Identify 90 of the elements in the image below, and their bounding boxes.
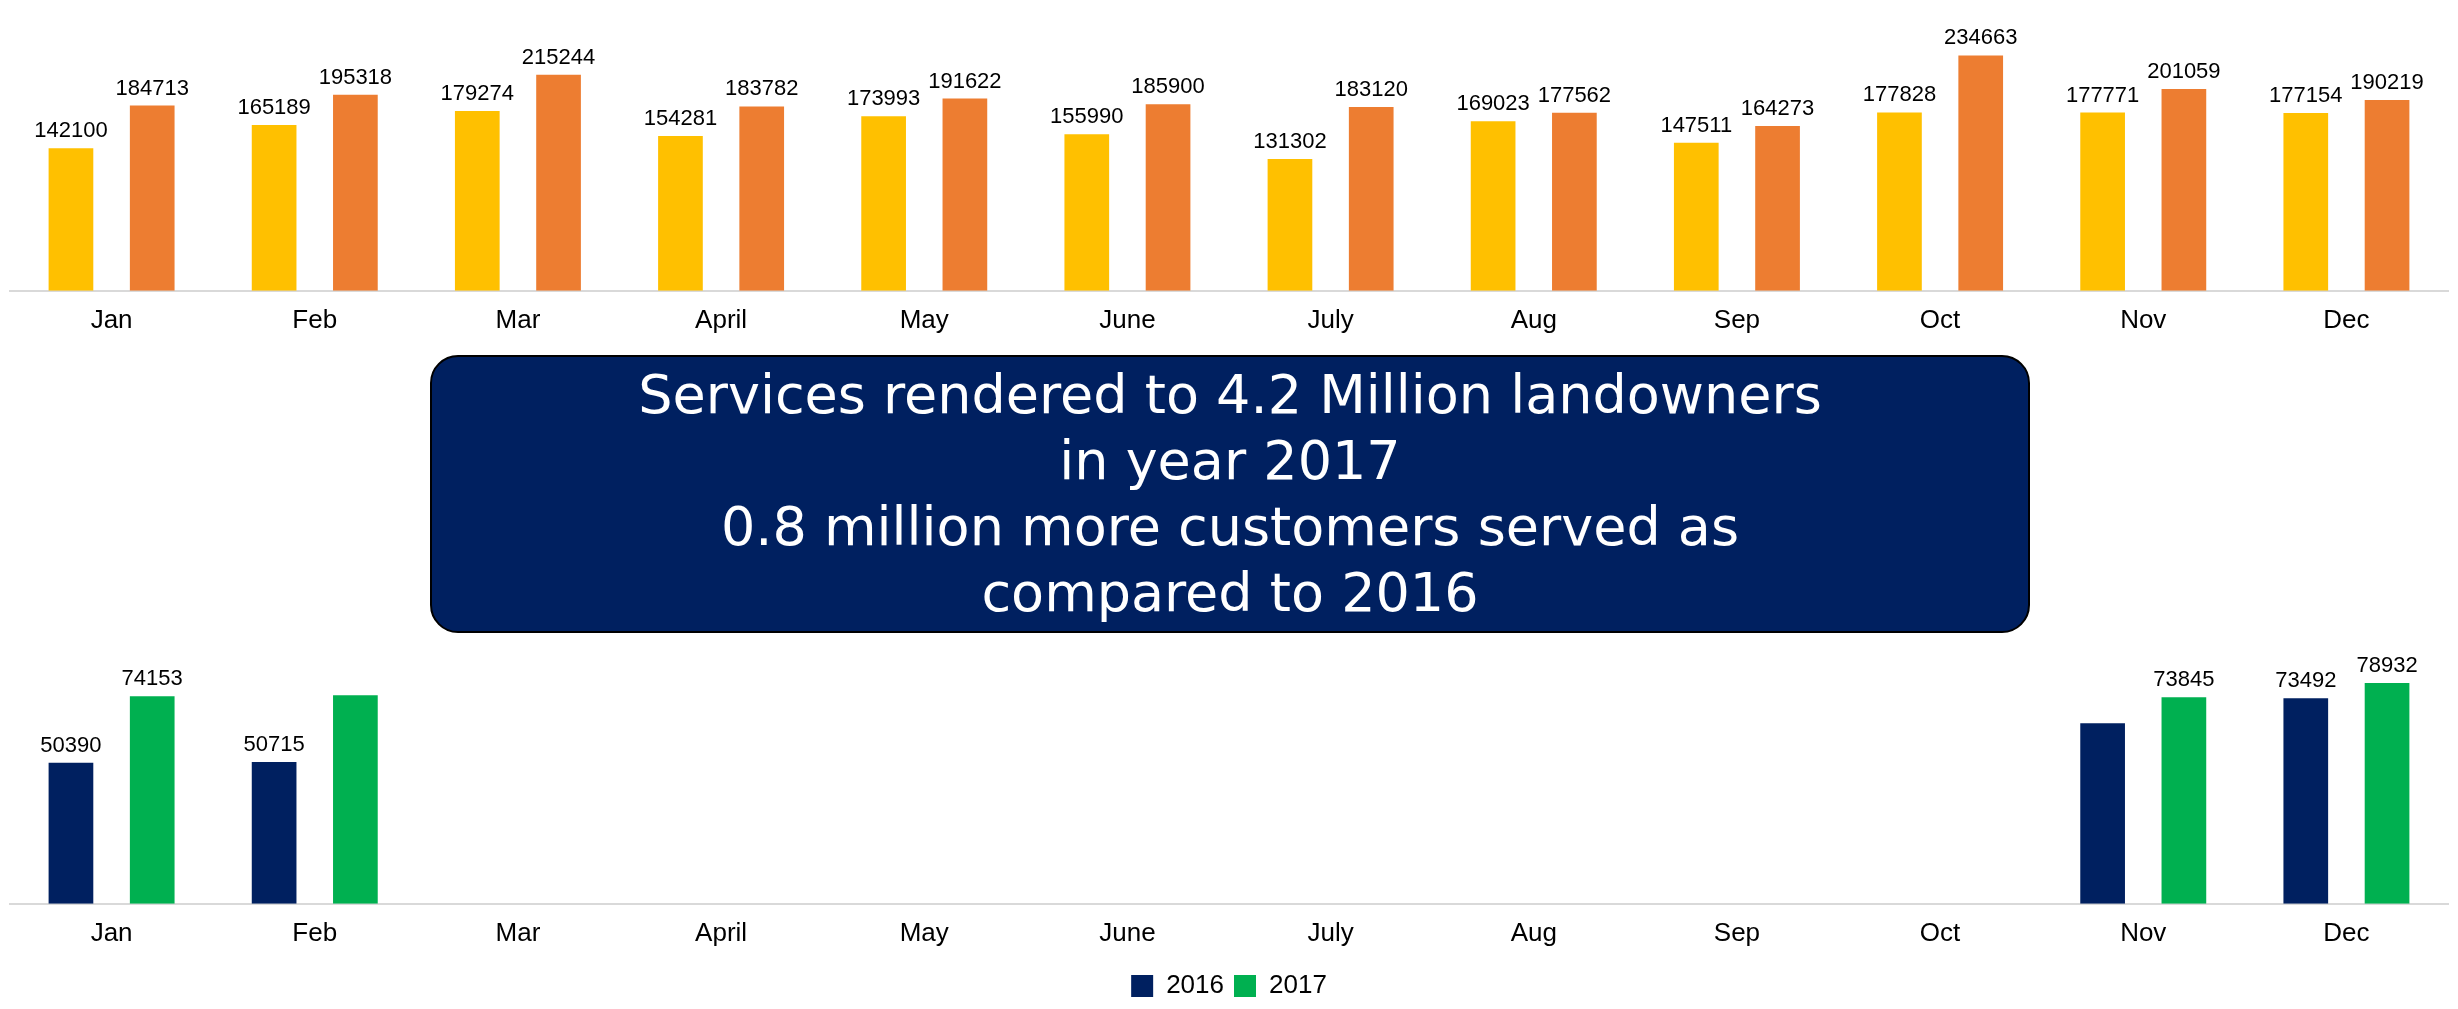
x-tick-label: July [1307, 916, 1354, 947]
data-label: 177154 [2269, 82, 2343, 108]
data-label: 177828 [1862, 81, 1937, 107]
bar [2161, 89, 2207, 291]
bar [48, 148, 94, 291]
x-tick-label: Mar [495, 303, 541, 334]
x-tick-label: May [899, 303, 949, 334]
bar [1145, 104, 1191, 291]
data-label: 191622 [928, 67, 1002, 93]
bar [1267, 159, 1313, 291]
data-label: 50390 [40, 731, 102, 757]
data-label: 164273 [1740, 95, 1815, 121]
x-tick-label: Feb [292, 916, 338, 947]
x-tick-label: Feb [292, 303, 338, 334]
data-label: 154281 [643, 105, 718, 131]
x-tick-label: Oct [1919, 303, 1962, 334]
bar [2283, 113, 2329, 291]
x-tick-label: Oct [1919, 916, 1962, 947]
x-tick-label: May [899, 916, 949, 947]
data-label: 155990 [1050, 103, 1124, 129]
x-tick-label: Sep [1713, 303, 1761, 334]
bar [1877, 112, 1922, 291]
bar [2283, 698, 2329, 904]
bar [1552, 112, 1597, 291]
data-label: 183782 [725, 75, 799, 101]
data-label: 215244 [521, 43, 596, 69]
bar [2080, 112, 2125, 291]
bar [1673, 142, 1719, 291]
x-tick-label: Dec [2323, 916, 2370, 947]
data-label: 179274 [440, 80, 514, 106]
bar [1470, 121, 1516, 291]
x-tick-label: Jan [90, 916, 133, 947]
x-tick-label: April [695, 916, 748, 947]
data-label: 234663 [1944, 24, 2018, 50]
data-label: 78932 [2356, 652, 2418, 678]
data-label: 73492 [2275, 667, 2337, 693]
data-label: 169023 [1456, 90, 1530, 116]
bar [536, 74, 581, 291]
data-label: 173993 [846, 85, 921, 111]
x-tick-label: Mar [495, 916, 541, 947]
x-tick-label: Aug [1510, 916, 1557, 947]
bar [48, 762, 94, 904]
bar [1064, 134, 1110, 291]
data-label: 131302 [1253, 128, 1327, 154]
x-tick-label: Nov [2120, 916, 2167, 947]
bar [333, 695, 378, 904]
bar [2080, 723, 2125, 904]
data-label: 142100 [34, 117, 108, 143]
x-tick-label: June [1099, 303, 1156, 334]
data-label: 50715 [243, 730, 305, 756]
data-label: 201059 [2147, 58, 2221, 84]
x-tick-label: April [695, 303, 748, 334]
bar [1348, 107, 1394, 291]
data-label: 184713 [115, 74, 189, 100]
x-tick-label: July [1307, 303, 1354, 334]
bar [739, 106, 785, 291]
legend-label: 2017 [1269, 969, 1327, 1000]
data-label: 74153 [121, 665, 183, 691]
bar [129, 696, 175, 904]
data-label: 195318 [318, 63, 393, 89]
bar [658, 136, 703, 291]
data-label: 73845 [2153, 666, 2215, 692]
bar [251, 761, 297, 904]
bar [861, 116, 906, 291]
data-label: 177562 [1537, 81, 1612, 107]
x-tick-label: Nov [2120, 303, 2167, 334]
data-label: 147511 [1660, 111, 1733, 137]
bar [454, 110, 500, 291]
data-label: 190219 [2350, 69, 2424, 95]
bar [333, 94, 378, 291]
x-tick-label: Aug [1510, 303, 1557, 334]
x-tick-label: June [1099, 916, 1156, 947]
data-label: 185900 [1131, 73, 1205, 99]
legend-label: 2016 [1166, 969, 1224, 1000]
data-label: 183120 [1334, 76, 1408, 102]
x-tick-label: Sep [1713, 916, 1761, 947]
x-tick-label: Dec [2323, 303, 2370, 334]
text: Services rendered to 4.2 Million landowners in year 2017 [637, 362, 1823, 494]
bar [2364, 682, 2410, 904]
x-tick-label: Jan [90, 303, 133, 334]
bar [2364, 99, 2410, 291]
bar [1958, 55, 2004, 291]
data-label: 177771 [2065, 81, 2140, 107]
text: 0.8 million more customers served as compared to 2016 [719, 494, 1741, 626]
bar [251, 125, 297, 291]
bar [942, 98, 988, 291]
bar [129, 105, 175, 291]
bar [2161, 697, 2207, 904]
data-label: 165189 [237, 94, 311, 120]
bar [1755, 126, 1800, 291]
